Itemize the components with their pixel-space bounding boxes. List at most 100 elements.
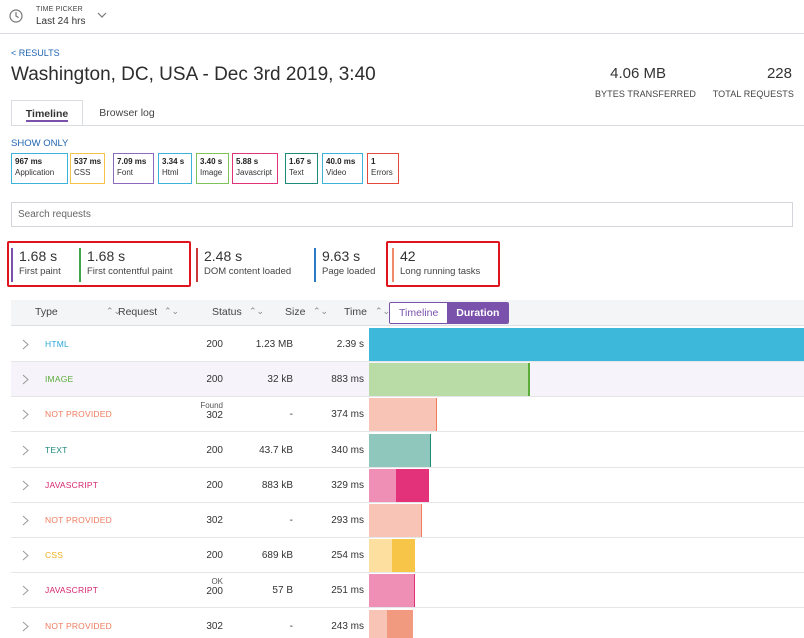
request-type: CSS	[45, 550, 64, 561]
filter-chip-application[interactable]: 967 ms Application	[11, 153, 68, 184]
metric-value: 42	[400, 248, 416, 264]
request-time: 374 ms	[331, 409, 364, 421]
table-row[interactable]: HTML 200 1.23 MB 2.39 s	[11, 327, 804, 362]
request-time: 329 ms	[331, 479, 364, 491]
metric-label: DOM content loaded	[204, 266, 292, 277]
duration-bar-download	[414, 574, 415, 608]
table-row[interactable]: NOT PROVIDED Found 302 - 374 ms	[11, 397, 804, 433]
request-time: 340 ms	[331, 444, 364, 456]
search-input[interactable]	[11, 202, 793, 227]
tab-browser-log[interactable]: Browser log	[99, 107, 155, 119]
status-code: 200	[206, 586, 223, 598]
request-size: 57 B	[272, 585, 293, 597]
bytes-transferred-value: 4.06 MB	[610, 65, 666, 82]
duration-bar-download	[430, 433, 431, 467]
column-type[interactable]: Type	[35, 306, 58, 318]
column-time[interactable]: Time	[344, 306, 367, 318]
sort-icon[interactable]: ⌃⌄	[106, 306, 122, 316]
bytes-transferred-label: BYTES TRANSFERRED	[594, 89, 696, 99]
table-row[interactable]: TEXT 200 43.7 kB 340 ms	[11, 432, 804, 468]
duration-bar-wait	[369, 539, 392, 573]
sort-icon[interactable]: ⌃⌄	[375, 306, 391, 316]
metric-value: 9.63 s	[322, 248, 361, 264]
duration-bar-download	[436, 398, 437, 432]
chevron-right-icon[interactable]	[22, 585, 29, 596]
duration-bar-download	[396, 468, 429, 502]
chevron-down-icon[interactable]	[96, 10, 108, 20]
chevron-right-icon[interactable]	[22, 339, 29, 350]
request-size: 689 kB	[261, 550, 293, 562]
request-size: 1.23 MB	[255, 339, 293, 350]
filter-chip-image[interactable]: 3.40 s Image	[196, 153, 229, 184]
request-status: 200	[206, 479, 223, 491]
metric-dom-content-loaded: 2.48 s DOM content loaded	[196, 248, 291, 282]
table-row[interactable]: NOT PROVIDED 302 - 243 ms	[11, 608, 804, 638]
request-status: OK 200	[191, 577, 223, 597]
metric-label: First contentful paint	[87, 266, 173, 277]
filter-label: CSS	[74, 168, 91, 177]
filter-chip-errors[interactable]: 1 Errors	[367, 153, 399, 184]
duration-bar-wait	[369, 433, 430, 467]
filter-chip-html[interactable]: 3.34 s Html	[158, 153, 192, 184]
table-row[interactable]: IMAGE 200 32 kB 883 ms	[11, 362, 804, 398]
filter-chip-font[interactable]: 7.09 ms Font	[113, 153, 154, 184]
chevron-right-icon[interactable]	[22, 374, 29, 385]
table-row[interactable]: JAVASCRIPT OK 200 57 B 251 ms	[11, 573, 804, 609]
duration-bar-download	[392, 539, 415, 573]
chevron-right-icon[interactable]	[22, 409, 29, 420]
filter-label: Errors	[371, 168, 393, 177]
column-size[interactable]: Size	[285, 306, 306, 318]
filter-chip-css[interactable]: 537 ms CSS	[70, 153, 105, 184]
request-size: 43.7 kB	[259, 444, 293, 456]
table-row[interactable]: NOT PROVIDED 302 - 293 ms	[11, 503, 804, 538]
sort-icon[interactable]: ⌃⌄	[313, 306, 329, 316]
back-to-results-link[interactable]: < RESULTS	[11, 48, 60, 58]
request-time: 254 ms	[331, 550, 364, 562]
sort-icon[interactable]: ⌃⌄	[164, 306, 180, 316]
request-size: -	[289, 515, 293, 526]
filter-label: Font	[117, 168, 134, 177]
request-type: JAVASCRIPT	[45, 585, 99, 596]
time-picker-label: TIME PICKER	[36, 6, 83, 13]
table-row[interactable]: CSS 200 689 kB 254 ms	[11, 538, 804, 574]
filter-chip-javascript[interactable]: 5.88 s Javascript	[232, 153, 278, 184]
clock-icon[interactable]	[9, 9, 23, 23]
chevron-right-icon[interactable]	[22, 445, 29, 456]
metric-first-paint: 1.68 s First paint	[11, 248, 61, 282]
duration-bar-wait	[369, 328, 804, 361]
metric-page-loaded: 9.63 s Page loaded	[314, 248, 375, 282]
chevron-right-icon[interactable]	[22, 621, 29, 632]
table-row[interactable]: JAVASCRIPT 200 883 kB 329 ms	[11, 467, 804, 503]
metric-label: Long running tasks	[400, 266, 481, 277]
toggle-timeline[interactable]: Timeline	[390, 303, 448, 323]
request-status: 200	[206, 550, 223, 562]
duration-bar-wait	[369, 363, 528, 397]
chevron-right-icon[interactable]	[22, 480, 29, 491]
metric-value: 2.48 s	[204, 248, 243, 264]
chevron-right-icon[interactable]	[22, 515, 29, 526]
request-status: 302	[206, 515, 223, 526]
filter-chip-video[interactable]: 40.0 ms Video	[322, 153, 363, 184]
status-text: OK	[211, 577, 223, 587]
duration-bar-download	[421, 504, 422, 537]
top-bar: TIME PICKER Last 24 hrs	[0, 0, 804, 34]
filter-chip-text[interactable]: 1.67 s Text	[285, 153, 318, 184]
request-type: IMAGE	[45, 374, 74, 385]
metric-value: 1.68 s	[19, 248, 58, 264]
sort-icon[interactable]: ⌃⌄	[249, 306, 265, 316]
filter-value: 967 ms	[15, 157, 43, 166]
chevron-right-icon[interactable]	[22, 550, 29, 561]
time-picker-value[interactable]: Last 24 hrs	[36, 16, 86, 27]
column-request[interactable]: Request	[118, 306, 158, 318]
total-requests-label: TOTAL REQUESTS	[712, 89, 794, 99]
column-status[interactable]: Status	[212, 306, 242, 318]
request-size: 32 kB	[267, 374, 293, 386]
filter-value: 5.88 s	[236, 157, 259, 166]
duration-bar-download	[387, 609, 413, 638]
request-status: Found 302	[191, 401, 223, 421]
total-requests-value: 228	[766, 65, 792, 82]
tab-timeline[interactable]: Timeline	[11, 100, 83, 126]
toggle-duration[interactable]: Duration	[447, 303, 509, 323]
status-code: 302	[206, 410, 223, 422]
request-size: -	[289, 620, 293, 632]
